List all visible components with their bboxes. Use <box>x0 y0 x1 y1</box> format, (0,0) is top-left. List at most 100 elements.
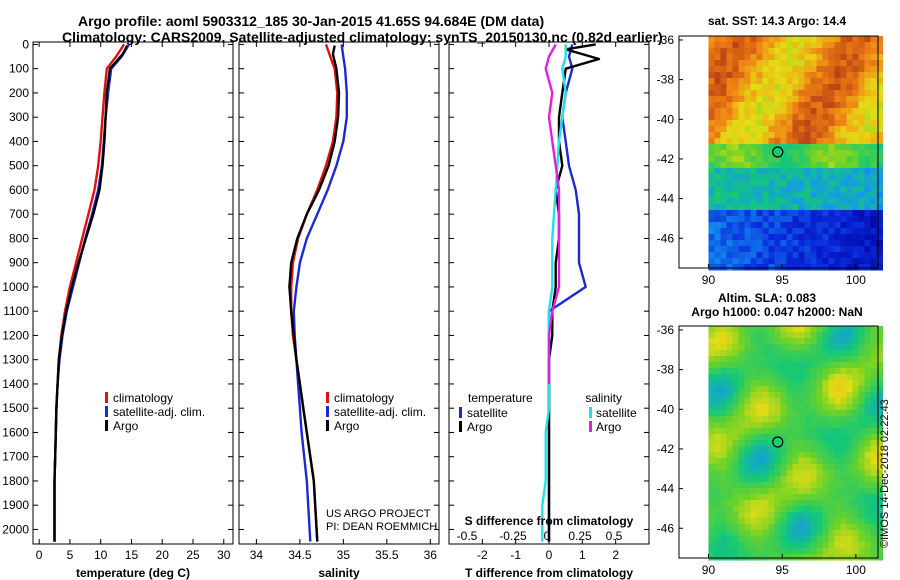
map-cell <box>798 72 805 79</box>
map-cell <box>786 96 793 103</box>
map-cell <box>792 518 799 525</box>
map-cell <box>732 240 739 247</box>
map-cell <box>762 464 769 471</box>
map-cell <box>768 518 775 525</box>
map-cell <box>768 368 775 375</box>
map-cell <box>828 156 835 163</box>
map-cell <box>822 542 829 549</box>
salinity-diff-tick-label: -0.5 <box>457 529 478 543</box>
series-line-satellite-adj-clim- <box>53 43 131 542</box>
map-cell <box>804 246 811 253</box>
map-cell <box>762 494 769 501</box>
map-cell <box>726 326 733 333</box>
map-cell <box>726 374 733 381</box>
map-cell <box>816 84 823 91</box>
map-cell <box>762 446 769 453</box>
map-cell <box>864 180 871 187</box>
map-cell <box>858 494 865 501</box>
map-cell <box>858 186 865 193</box>
map-cell <box>744 126 751 133</box>
map-cell <box>738 228 745 235</box>
map-cell <box>828 392 835 399</box>
map-cell <box>798 470 805 477</box>
map-cell <box>714 198 721 205</box>
map-cell <box>720 216 727 223</box>
map-cell <box>816 332 823 339</box>
map-cell <box>780 198 787 205</box>
map-cell <box>864 216 871 223</box>
map-cell <box>804 524 811 531</box>
map-cell <box>816 356 823 363</box>
map-cell <box>876 48 883 55</box>
map-cell <box>744 332 751 339</box>
map-cell <box>780 536 787 543</box>
map-cell <box>828 416 835 423</box>
map-cell <box>858 458 865 465</box>
map-cell <box>840 530 847 537</box>
map-cell <box>816 512 823 519</box>
map-cell <box>756 234 763 241</box>
map-cell <box>732 156 739 163</box>
map-cell <box>810 332 817 339</box>
map-cell <box>816 138 823 145</box>
map-cell <box>714 464 721 471</box>
map-cell <box>732 138 739 145</box>
map-cell <box>798 422 805 429</box>
map-cell <box>750 216 757 223</box>
map-cell <box>732 42 739 49</box>
map-cell <box>774 102 781 109</box>
map-cell <box>846 42 853 49</box>
map-cell <box>780 488 787 495</box>
map-cell <box>780 386 787 393</box>
map-cell <box>792 78 799 85</box>
map-cell <box>750 60 757 67</box>
map-cell <box>846 368 853 375</box>
map-cell <box>744 494 751 501</box>
map-cell <box>726 350 733 357</box>
map-cell <box>846 338 853 345</box>
map-cell <box>792 338 799 345</box>
map-cell <box>804 434 811 441</box>
map-cell <box>810 518 817 525</box>
map-cell <box>774 398 781 405</box>
map-cell <box>858 222 865 229</box>
map-cell <box>768 398 775 405</box>
map-cell <box>786 356 793 363</box>
map-cell <box>864 42 871 49</box>
map-cell <box>810 96 817 103</box>
map-cell <box>714 228 721 235</box>
map-cell <box>726 518 733 525</box>
map-cell <box>852 344 859 351</box>
map-cell <box>792 374 799 381</box>
map-cell <box>804 78 811 85</box>
map-cell <box>870 156 877 163</box>
map-cell <box>810 174 817 181</box>
map-cell <box>864 512 871 519</box>
map-cell <box>870 326 877 333</box>
map-cell <box>798 252 805 259</box>
map-cell <box>708 380 715 387</box>
map-cell <box>822 174 829 181</box>
map-cell <box>798 78 805 85</box>
map-cell <box>816 246 823 253</box>
map-cell <box>804 380 811 387</box>
map-cell <box>816 464 823 471</box>
map-cell <box>834 54 841 61</box>
map-cell <box>852 434 859 441</box>
map-cell <box>870 506 877 513</box>
map-cell <box>810 554 817 561</box>
map-cell <box>792 60 799 67</box>
map-cell <box>834 440 841 447</box>
map-cell <box>762 150 769 157</box>
map-cell <box>834 404 841 411</box>
map-cell <box>864 102 871 109</box>
map-cell <box>810 84 817 91</box>
map-cell <box>738 554 745 561</box>
map-cell <box>708 114 715 121</box>
map-cell <box>726 246 733 253</box>
map-cell <box>714 174 721 181</box>
map-cell <box>708 96 715 103</box>
map-cell <box>816 150 823 157</box>
map-cell <box>852 126 859 133</box>
map-cell <box>798 446 805 453</box>
